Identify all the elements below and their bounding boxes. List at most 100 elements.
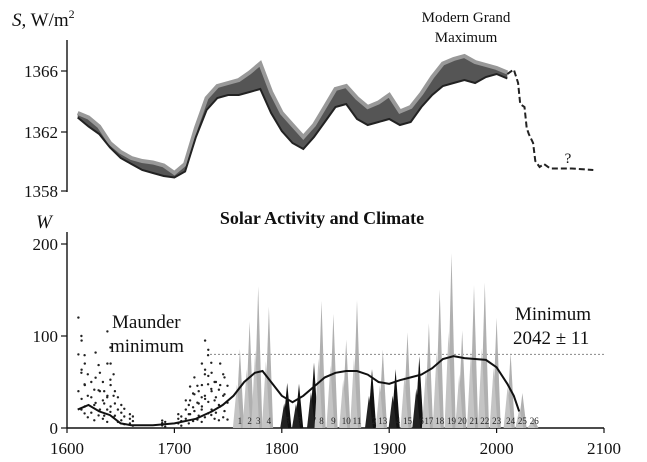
early-spike-dot-4-2 [94, 376, 97, 379]
early-spike-dot-8-1 [112, 373, 115, 376]
tsi-upper-edge [76, 53, 509, 176]
early-spike-dot-19-3 [206, 383, 210, 386]
early-spike-dot-7-1 [109, 346, 112, 349]
cycle-number-11: 11 [353, 416, 362, 426]
early-spike-dot-20-2 [207, 374, 210, 378]
modern-grand-maximum-line1: Modern Grand [422, 10, 511, 26]
chart-title: Solar Activity and Climate [220, 208, 424, 228]
early-spike-dot-0-4 [77, 390, 80, 393]
cycle-number-8: 8 [319, 416, 324, 426]
xtick-label-2100: 2100 [587, 439, 621, 458]
maunder-label-line2: minimum [110, 336, 184, 357]
early-spike-dot-19-2 [203, 368, 207, 371]
early-spike-dot-15-2 [188, 399, 192, 402]
early-spike-dot-9-3 [116, 408, 120, 411]
cycle-subpeak-24 [503, 386, 512, 428]
early-spike-dot-1-0 [80, 339, 83, 342]
cycle-subpeak-4 [261, 361, 270, 428]
early-spike-dot-3-1 [93, 388, 96, 391]
cycle-number-1: 1 [238, 416, 243, 426]
early-spike-dot-4-0 [94, 351, 97, 354]
cycle-number-23: 23 [492, 416, 502, 426]
cycle-number-7: 7 [312, 416, 317, 426]
early-spike-dot-17-3 [200, 408, 203, 411]
early-spike-dot-4-5 [97, 414, 100, 417]
tsi-lower-edge [77, 72, 508, 179]
early-spike-dot-20-1 [210, 361, 213, 364]
early-spike-dot-24-1 [226, 384, 229, 387]
top-y-axis-label: S, W/m2 [12, 7, 75, 31]
cycle-number-10: 10 [342, 416, 352, 426]
xtick-label-2000: 2000 [480, 439, 514, 458]
minimum-label-line1: Minimum [515, 304, 591, 325]
early-spike-dot-13-2 [177, 417, 180, 420]
early-spike-dot-5-3 [101, 399, 105, 402]
early-spike-dot-3-0 [90, 380, 93, 384]
early-spike-dot-4-4 [94, 401, 97, 405]
early-spike-dot-7-3 [109, 378, 112, 381]
early-spike-dot-24-2 [223, 393, 226, 396]
early-spike-dot-7-5 [109, 410, 112, 414]
early-spike-dot-14-0 [184, 399, 187, 402]
early-spike-dot-20-5 [210, 413, 213, 417]
cycle-number-9: 9 [331, 416, 336, 426]
cycle-subpeak-25 [515, 408, 524, 428]
cycle-number-24: 24 [506, 416, 516, 426]
early-spike-dot-6-3 [106, 408, 109, 411]
early-spike-dot-17-0 [197, 390, 200, 393]
early-spike-dot-9-1 [116, 396, 120, 399]
early-spike-dot-17-1 [200, 396, 203, 399]
xtick-label-1700: 1700 [157, 439, 191, 458]
early-spike-dot-19-1 [206, 354, 210, 357]
cycle-number-18: 18 [435, 416, 445, 426]
early-spike-dot-1-5 [83, 412, 86, 415]
early-spike-dot-15-0 [188, 385, 192, 388]
cycle-subpeak-6 [292, 403, 300, 428]
early-spike-dot-22-4 [214, 411, 218, 414]
early-spike-dot-1-2 [80, 368, 83, 371]
early-spike-dot-16-1 [196, 384, 199, 387]
early-spike-dot-18-3 [203, 394, 207, 397]
early-spike-dot-6-0 [103, 390, 106, 393]
early-spike-dot-18-2 [200, 383, 204, 387]
early-spike-dot-11-0 [128, 413, 132, 416]
early-spike-dot-22-2 [214, 396, 218, 399]
early-spike-dot-14-2 [184, 408, 187, 411]
early-spike-dot-0-2 [77, 353, 80, 356]
cycle-number-4: 4 [267, 416, 272, 426]
early-spike-dot-24-4 [223, 409, 226, 413]
cycle-subpeak-8 [314, 358, 323, 428]
early-spike-dot-3-2 [90, 396, 93, 399]
early-spike-dot-18-5 [203, 416, 207, 419]
cycle-number-22: 22 [480, 416, 489, 426]
cycle-subpeak-2 [242, 369, 251, 428]
top-panel: 1366 1362 1358 S, W/m2 Modern Grand Maxi… [12, 7, 594, 201]
tsi-envelope [77, 56, 508, 178]
early-spike-dot-0-0 [77, 316, 80, 319]
early-spike-dot-22-0 [214, 380, 218, 384]
early-spike-dot-20-0 [207, 348, 210, 351]
early-spike-dot-8-2 [109, 383, 112, 387]
early-spike-dot-12-0 [161, 419, 164, 422]
tsi-band [76, 53, 509, 179]
bottom-y-ticks: 0 100 200 [33, 235, 67, 438]
bottom-ytick-label-100: 100 [33, 327, 59, 346]
early-spike-dot-10-1 [123, 407, 126, 410]
early-spike-dot-15-4 [188, 413, 192, 416]
early-spike-dot-14-5 [187, 422, 190, 425]
cycle-subpeak-13 [375, 385, 384, 428]
xtick-label-1800: 1800 [265, 439, 299, 458]
early-spike-dot-18-0 [200, 362, 204, 365]
early-spike-dot-11-1 [131, 415, 135, 418]
early-spike-dot-16-2 [193, 393, 196, 396]
bottom-panel: Solar Activity and Climate W 1 2 3 4 5 6 7 8 9 10… [33, 208, 622, 458]
early-spike-dot-10-3 [123, 415, 126, 418]
early-spike-markers [77, 316, 229, 428]
cycle-bars [232, 253, 539, 428]
cycle-number-17: 17 [424, 416, 434, 426]
bottom-y-axis-label: W [36, 212, 54, 233]
early-spike-dot-9-0 [113, 390, 117, 393]
early-spike-dot-23-0 [219, 362, 222, 365]
bottom-ytick-label-0: 0 [50, 419, 59, 438]
early-spike-dot-4-1 [97, 363, 100, 367]
